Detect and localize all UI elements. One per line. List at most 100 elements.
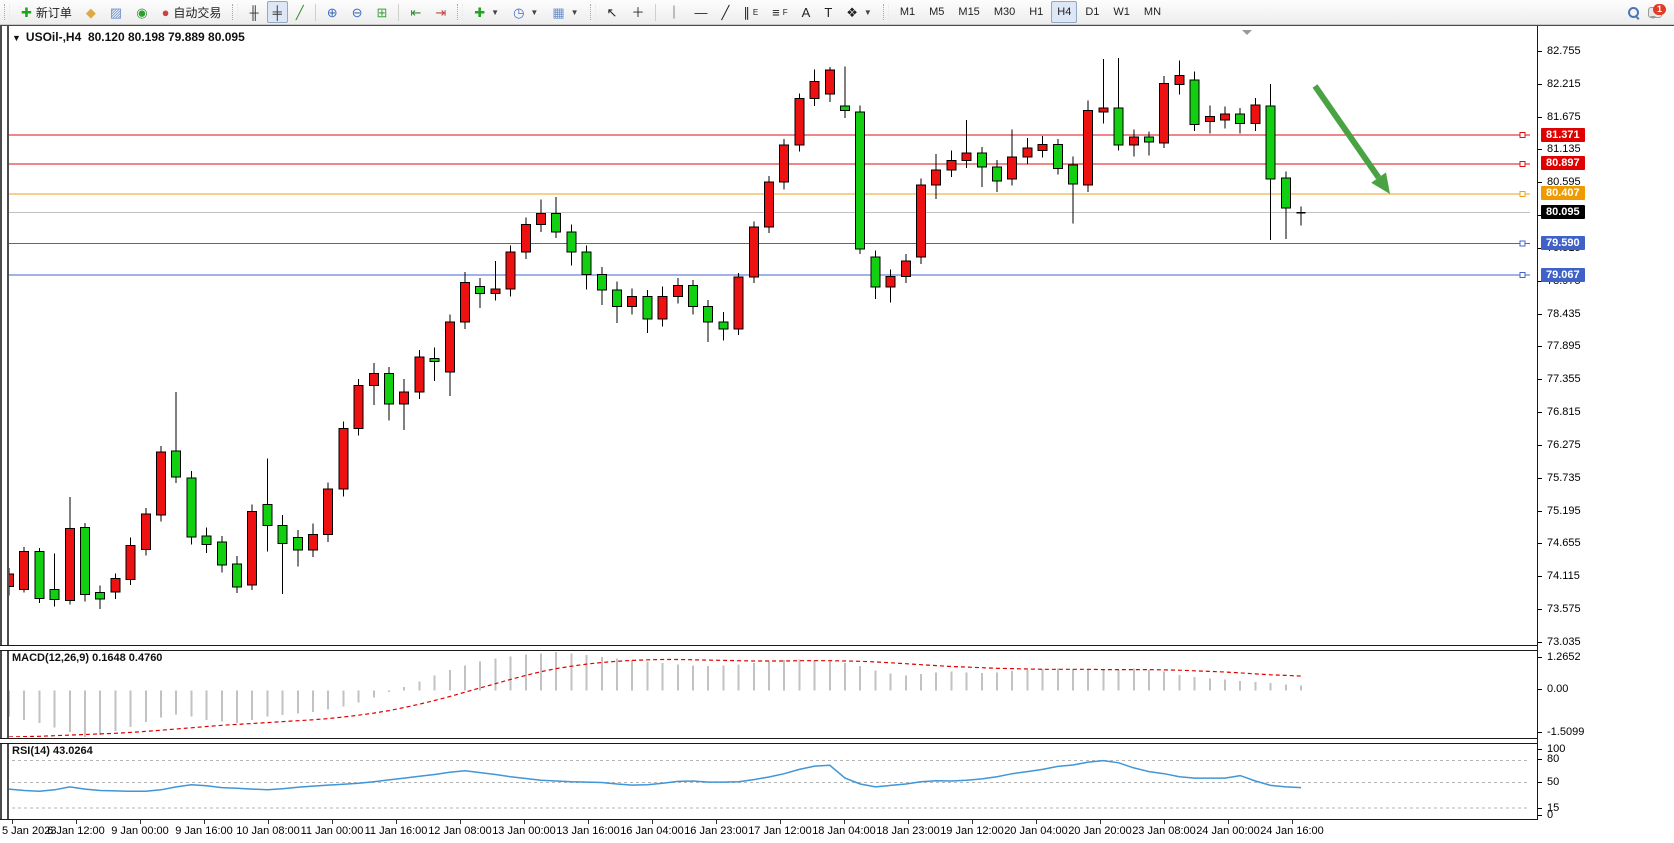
candle-body [34, 551, 45, 600]
axis-tick [1538, 149, 1542, 150]
text-button[interactable]: A [796, 1, 817, 23]
zoom-in-button[interactable]: ⊕ [321, 1, 344, 23]
toolbar-drag-handle[interactable] [232, 4, 239, 20]
ohlc-values: 80.120 80.198 79.889 80.095 [87, 30, 245, 44]
auto-scroll-button[interactable]: ⇤ [404, 1, 427, 23]
horizontal-line-button[interactable]: — [688, 1, 713, 23]
chart-shift-button[interactable]: ⇥ [429, 1, 452, 23]
panel-separator[interactable] [0, 738, 1674, 744]
gold-chart-button[interactable]: ◆ [80, 1, 102, 23]
search-icon[interactable] [1627, 6, 1640, 20]
cursor-icon: ↖ [606, 4, 618, 20]
time-tick-label: 20 Jan 04:00 [1004, 825, 1068, 837]
candle-body [627, 295, 638, 308]
time-tick-label: 17 Jan 12:00 [748, 825, 812, 837]
axis-tick [1538, 215, 1542, 216]
toolbar: ✚ 新订单 ◆ ▨ ◉ ● 自动交易 ╫ ╪ ╱ ⊕ ⊖ ⊞ ⇤ ⇥ ✚ ▼ ◷ ▼ ▦ ▼ ↖ ＋｜ — ╱ ∥ E ≡ F A T ❖ ▼ M… [0, 0, 1674, 25]
rsi-axis-label: 80 [1547, 753, 1560, 765]
timeframe-m1[interactable]: M1 [899, 6, 916, 18]
equidistant-channel-button[interactable]: ∥ E [737, 1, 764, 23]
period-button[interactable]: ◷ ▼ [507, 1, 544, 23]
symbol-ohlc-label[interactable]: ▼ USOil-,H4 80.120 80.198 79.889 80.095 [12, 30, 245, 44]
main-price-chart[interactable] [0, 26, 1538, 646]
bar-chart-button[interactable]: ╫ [243, 1, 264, 23]
rsi-panel[interactable] [0, 742, 1538, 818]
timeframe-h4[interactable]: H4 [1051, 1, 1078, 23]
timeframe-mn[interactable]: MN [1143, 6, 1162, 18]
trend-arrow[interactable] [1312, 84, 1382, 180]
candle-body [612, 289, 622, 308]
timeframe-m15[interactable]: M15 [958, 6, 980, 18]
toolbar-drag-handle[interactable] [589, 4, 596, 20]
candle-body [95, 591, 106, 600]
arrows-button[interactable]: ❖ ▼ [840, 1, 878, 23]
line-handle[interactable] [1519, 240, 1526, 247]
axis-tick [1538, 815, 1542, 816]
panel-separator[interactable] [0, 645, 1674, 651]
chevron-down-icon[interactable]: ▼ [12, 33, 21, 43]
autotrading-button[interactable]: ● 自动交易 [156, 1, 228, 23]
crosshair-button[interactable]: ＋ [625, 1, 650, 23]
axis-tick [1538, 314, 1542, 315]
line-chart-button[interactable]: ╱ [290, 1, 310, 23]
axis-tick [1538, 379, 1542, 380]
add-indicator-button[interactable]: ✚ ▼ [468, 1, 505, 23]
price-tick-label: 77.355 [1547, 373, 1581, 385]
signals-button[interactable]: ◉ [130, 1, 153, 23]
chart-left-frame [0, 26, 9, 820]
candle-body [444, 321, 455, 373]
chart-shift-marker[interactable] [1242, 30, 1252, 40]
trendline-button[interactable]: ╱ [715, 1, 735, 23]
time-tick-label: 5 Jan 2023 [2, 825, 57, 837]
toolbar-drag-handle[interactable] [457, 4, 464, 20]
macd-panel[interactable] [0, 649, 1538, 737]
trend-arrow-head[interactable] [1371, 172, 1390, 194]
timeframe-d1[interactable]: D1 [1085, 6, 1100, 18]
chart-shift-icon: ⇥ [435, 4, 447, 20]
time-axis[interactable]: 5 Jan 2023 6 Jan 12:00 9 Jan 00:00 9 Jan 16… [0, 820, 1674, 843]
candle-body [1174, 75, 1185, 86]
text-label-button[interactable]: T [818, 1, 838, 23]
time-tick [652, 820, 653, 824]
candle-body [1128, 136, 1139, 146]
cursor-button[interactable]: ↖ [601, 1, 624, 23]
fibonacci-button[interactable]: ≡ F [766, 1, 793, 23]
chevron-down-icon[interactable]: ▼ [530, 7, 539, 17]
candlestick-chart-button[interactable]: ╪ [266, 1, 288, 23]
zoom-out-button[interactable]: ⊖ [346, 1, 369, 23]
toolbar-button-label: 自动交易 [173, 5, 222, 20]
add-indicator-icon: ✚ [474, 4, 486, 20]
timeframe-h1[interactable]: H1 [1029, 6, 1044, 18]
toolbar-drag-handle[interactable] [4, 4, 10, 20]
toolbar-drag-handle[interactable] [882, 4, 889, 20]
timeframe-m5[interactable]: M5 [929, 6, 945, 18]
template-button[interactable]: ▦ ▼ [546, 1, 584, 23]
axis-tick [1538, 445, 1542, 446]
line-handle[interactable] [1519, 161, 1526, 167]
axis-tick [1538, 511, 1542, 512]
candle-body [1144, 136, 1154, 143]
chevron-down-icon[interactable]: ▼ [491, 7, 500, 17]
axis-tick [1538, 689, 1542, 690]
time-tick-label: 23 Jan 08:00 [1132, 825, 1196, 837]
chevron-down-icon[interactable]: ▼ [863, 7, 872, 17]
candle-body [49, 588, 60, 601]
notification-badge: 1 [1653, 4, 1666, 15]
price-level-badge: 80.407 [1541, 186, 1585, 200]
vertical-line-button[interactable]: ｜ [661, 1, 686, 23]
candle-body [323, 488, 334, 536]
time-tick [780, 820, 781, 824]
chevron-down-icon[interactable]: ▼ [570, 7, 579, 17]
tile-windows-button[interactable]: ⊞ [371, 1, 394, 23]
timeframe-w1[interactable]: W1 [1113, 6, 1130, 18]
line-handle[interactable] [1519, 190, 1526, 197]
candle-body [931, 169, 942, 186]
price-axis[interactable]: 82.75582.21581.67581.13580.59580.05579.5… [1538, 26, 1674, 821]
notifications-icon[interactable]: 1 [1648, 4, 1666, 20]
charts-window-button[interactable]: ▨ [104, 1, 128, 23]
line-handle[interactable] [1519, 132, 1526, 139]
new-order-button[interactable]: ✚ 新订单 [15, 1, 78, 23]
candle-body [642, 295, 653, 320]
line-handle[interactable] [1519, 272, 1526, 279]
timeframe-m30[interactable]: M30 [993, 6, 1016, 18]
